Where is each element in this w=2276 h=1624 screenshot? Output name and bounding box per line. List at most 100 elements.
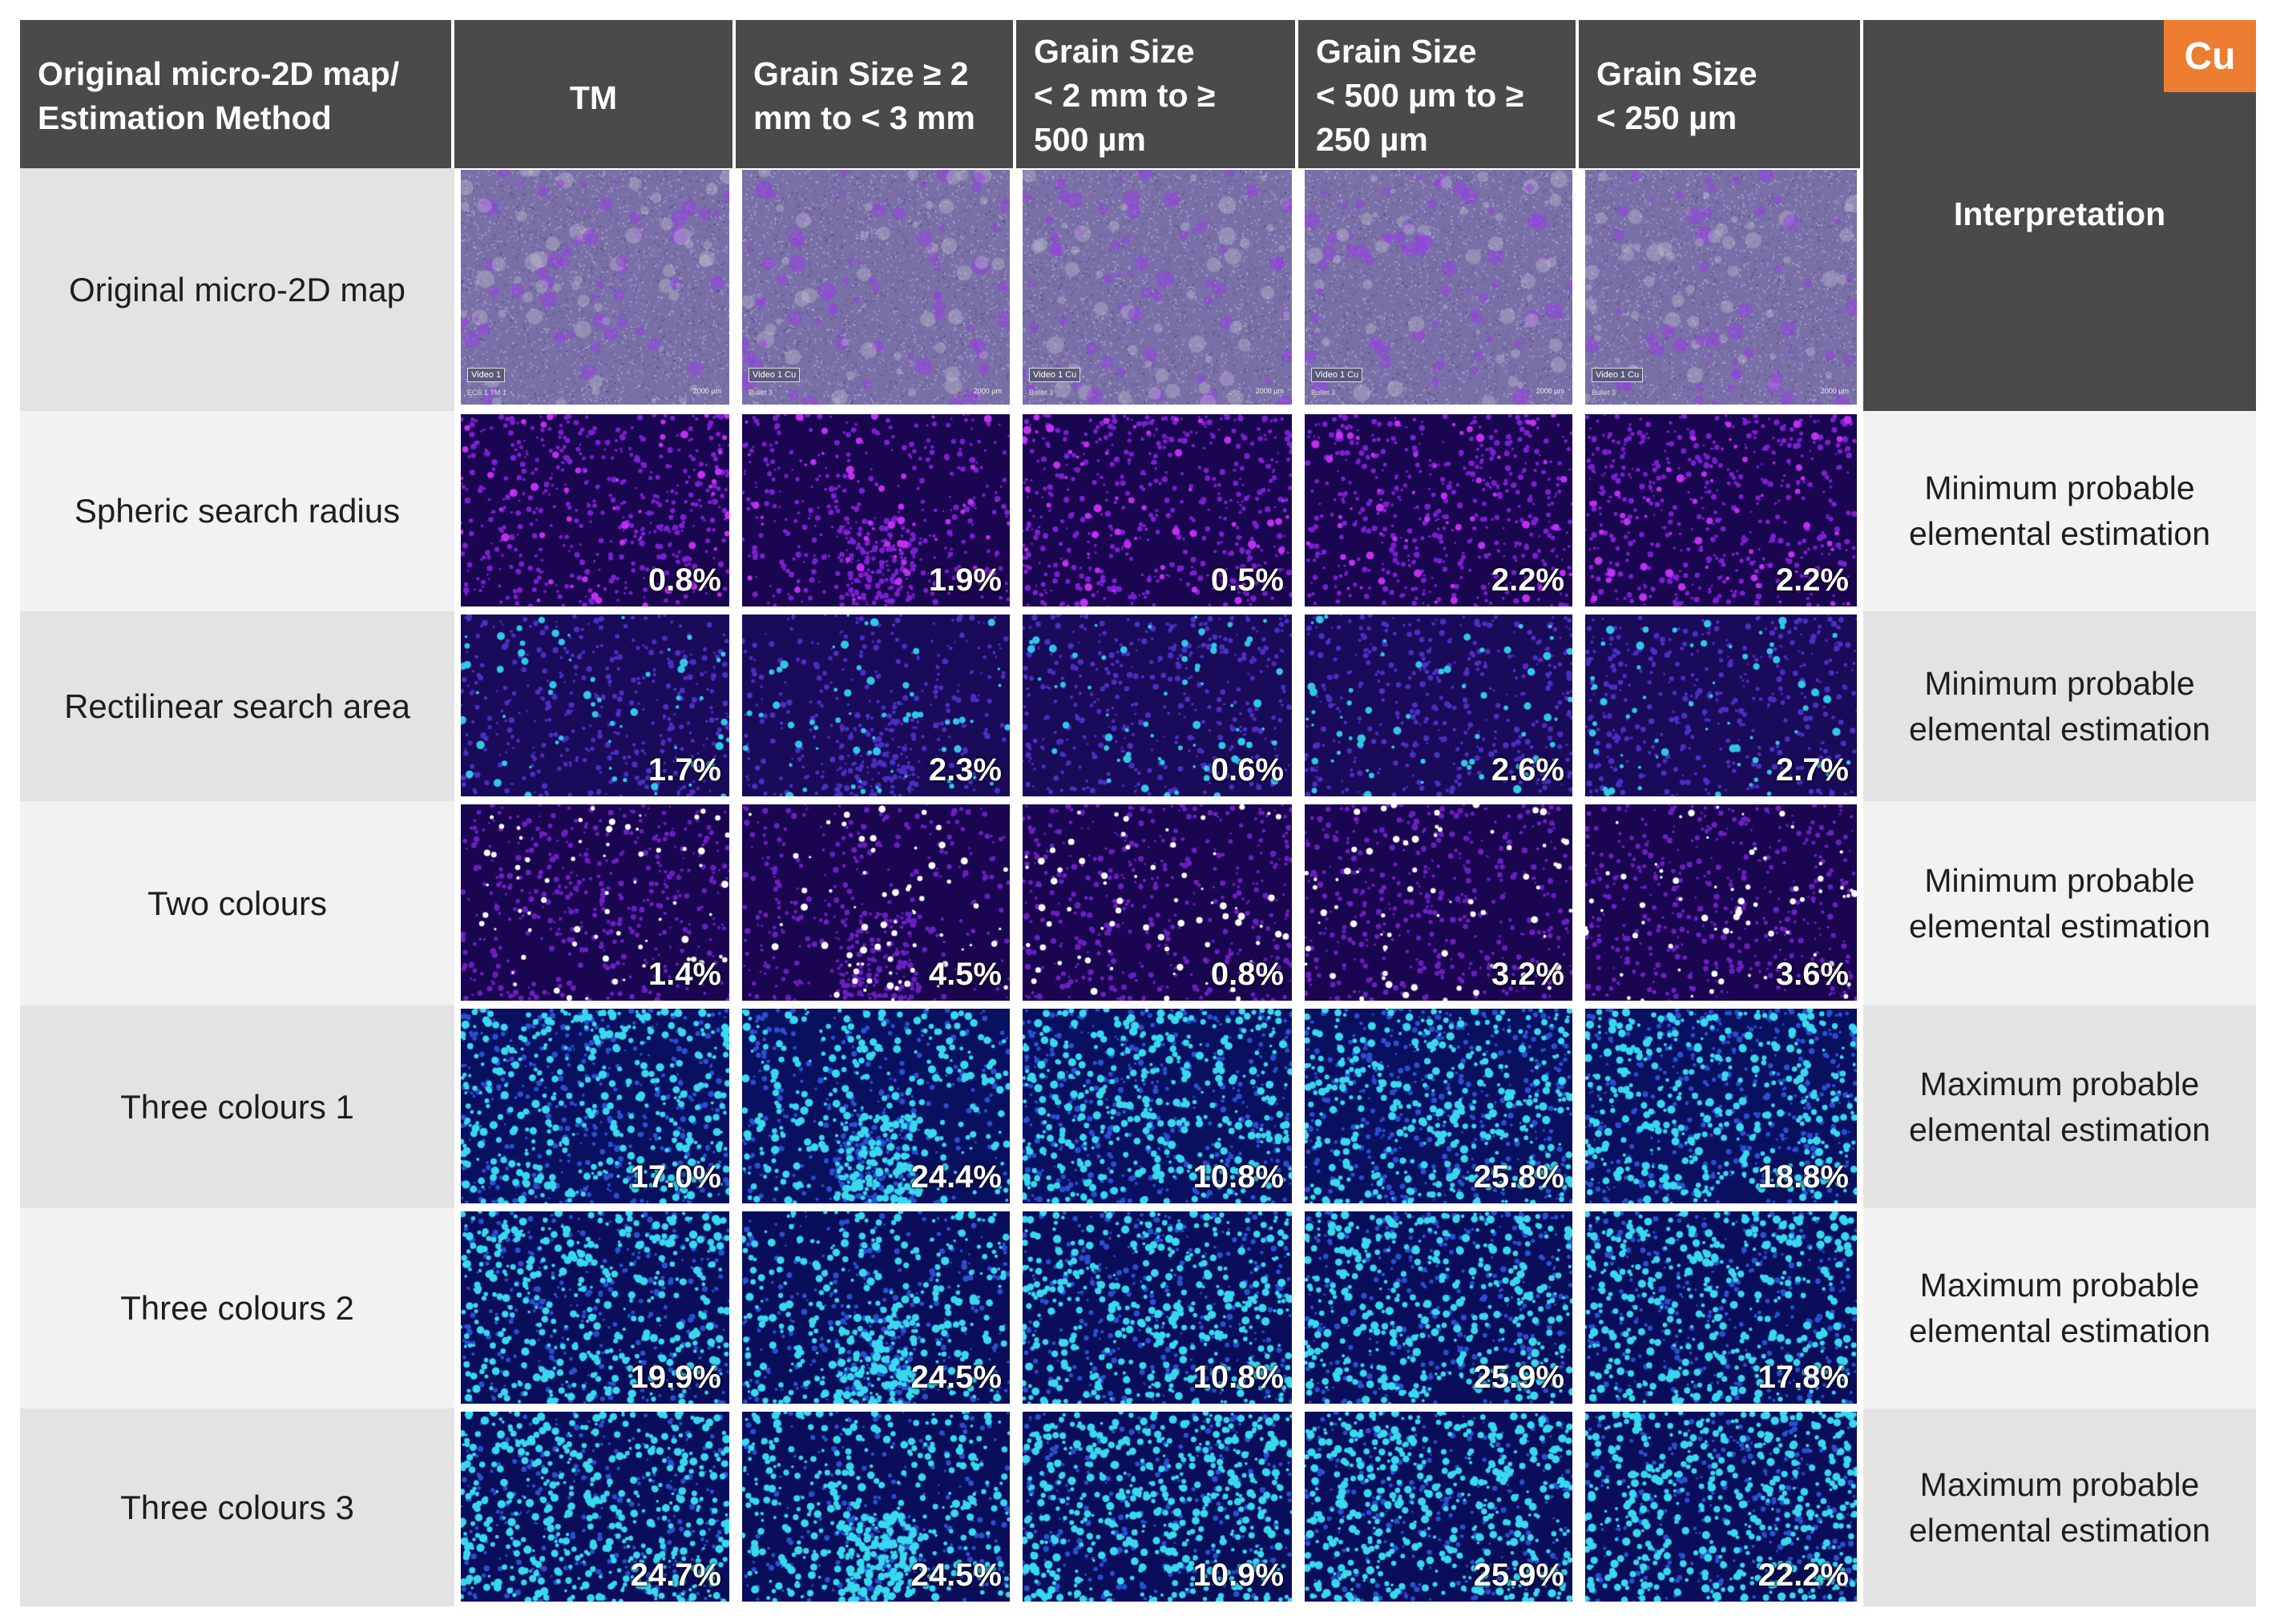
image-subtag: Bullet 3 xyxy=(1311,389,1336,397)
original-map-canvas xyxy=(1585,170,1857,405)
original-map-canvas xyxy=(1305,170,1572,405)
original-map-canvas xyxy=(461,170,729,405)
estimation-map-canvas xyxy=(1023,615,1292,796)
image-subtag: ECS 1 TM 1 xyxy=(467,389,506,397)
estimation-map-canvas xyxy=(1023,804,1292,1001)
percentage-value: 1.7% xyxy=(648,752,721,788)
estimation-map: 22.2% xyxy=(1585,1412,1857,1602)
header-corner: Original micro-2D map/ Estimation Method xyxy=(20,20,451,168)
estimation-map: 2.7% xyxy=(1585,615,1857,796)
estimation-map-canvas xyxy=(742,615,1010,796)
estimation-map: 1.7% xyxy=(461,615,729,796)
percentage-value: 2.2% xyxy=(1775,562,1849,598)
estimation-map-canvas xyxy=(742,414,1010,606)
column-header-label: Grain Size ≥ 2 mm to < 3 mm xyxy=(753,55,975,136)
row-label: Two colours xyxy=(20,801,454,1005)
estimation-map-canvas xyxy=(461,414,729,606)
percentage-value: 2.7% xyxy=(1775,752,1849,788)
estimation-map-canvas xyxy=(742,1009,1010,1203)
estimation-map-canvas xyxy=(1585,804,1857,1001)
column-header-5: Grain Size < 250 µm xyxy=(1579,20,1860,168)
estimation-map-canvas xyxy=(1023,1009,1292,1203)
estimation-map: 19.9% xyxy=(461,1211,729,1404)
estimation-map-canvas xyxy=(742,1412,1010,1602)
estimation-map-canvas xyxy=(1585,615,1857,796)
percentage-value: 3.6% xyxy=(1775,957,1849,992)
estimation-map-canvas xyxy=(1585,1009,1857,1203)
percentage-value: 10.9% xyxy=(1192,1558,1284,1593)
estimation-map: 24.5% xyxy=(742,1412,1010,1602)
percentage-value: 0.5% xyxy=(1210,562,1284,598)
estimation-map-canvas xyxy=(461,1412,729,1602)
interpretation-cell: Minimum probable elemental estimation xyxy=(1863,411,2256,611)
estimation-map-canvas xyxy=(1305,414,1572,606)
column-header-label: Grain Size < 250 µm xyxy=(1596,55,1757,136)
estimation-map: 3.6% xyxy=(1585,804,1857,1001)
estimation-map-canvas xyxy=(1023,1412,1292,1602)
percentage-value: 22.2% xyxy=(1757,1558,1849,1593)
image-subtag: Bullet 3 xyxy=(1029,389,1054,397)
scale-label: 2000 µm xyxy=(1255,387,1284,395)
estimation-map: 0.8% xyxy=(461,414,729,606)
percentage-value: 1.9% xyxy=(928,562,1002,598)
scale-label: 2000 µm xyxy=(973,387,1002,395)
estimation-map-canvas xyxy=(1305,804,1572,1001)
estimation-map: 3.2% xyxy=(1305,804,1572,1001)
percentage-value: 25.9% xyxy=(1473,1360,1564,1395)
scale-label: 2000 µm xyxy=(1820,387,1849,395)
estimation-map: 25.8% xyxy=(1305,1009,1572,1203)
estimation-map: 4.5% xyxy=(742,804,1010,1001)
image-tag: Video 1 xyxy=(467,368,506,382)
estimation-map-canvas xyxy=(1585,1412,1857,1602)
column-header-label: TM xyxy=(569,79,618,116)
percentage-value: 2.3% xyxy=(928,752,1002,788)
image-tag: Video 1 Cu xyxy=(1592,368,1644,382)
element-badge: Cu xyxy=(2164,20,2256,92)
scale-label: 2000 µm xyxy=(692,387,721,395)
interpretation-cell: Maximum probable elemental estimation xyxy=(1863,1208,2256,1408)
estimation-map: 1.4% xyxy=(461,804,729,1001)
percentage-value: 4.5% xyxy=(928,957,1002,992)
percentage-value: 0.8% xyxy=(1210,957,1284,992)
estimation-map-canvas xyxy=(1023,1211,1292,1404)
estimation-map: 10.8% xyxy=(1023,1009,1292,1203)
percentage-value: 24.7% xyxy=(630,1558,721,1593)
estimation-map: 1.9% xyxy=(742,414,1010,606)
image-tag: Video 1 Cu xyxy=(749,368,801,382)
estimation-map-canvas xyxy=(461,615,729,796)
column-header-3: Grain Size < 2 mm to ≥ 500 µm xyxy=(1016,20,1295,168)
row-label: Spheric search radius xyxy=(20,411,454,611)
estimation-map: 2.6% xyxy=(1305,615,1572,796)
percentage-value: 19.9% xyxy=(630,1360,721,1395)
row-label-original: Original micro-2D map xyxy=(20,168,454,411)
estimation-map: 17.0% xyxy=(461,1009,729,1203)
estimation-map: 2.2% xyxy=(1305,414,1572,606)
estimation-map: 10.9% xyxy=(1023,1412,1292,1602)
interpretation-cell: Minimum probable elemental estimation xyxy=(1863,611,2256,801)
original-map-image: Video 1 ECS 1 TM 1 2000 µm xyxy=(461,170,729,405)
row-label: Three colours 3 xyxy=(20,1408,454,1606)
header-corner-label: Original micro-2D map/ Estimation Method xyxy=(38,55,400,136)
image-subtag: Bullet 3 xyxy=(1592,389,1616,397)
column-header-label: Grain Size < 500 µm to ≥ 250 µm xyxy=(1316,33,1524,158)
estimation-map: 2.2% xyxy=(1585,414,1857,606)
estimation-map-canvas xyxy=(742,804,1010,1001)
row-label: Rectilinear search area xyxy=(20,611,454,801)
image-subtag: Bullet 3 xyxy=(749,389,773,397)
original-map-image: Video 1 Cu Bullet 3 2000 µm xyxy=(1585,170,1857,405)
percentage-value: 3.2% xyxy=(1491,957,1564,992)
original-map-canvas xyxy=(742,170,1010,405)
original-map-image: Video 1 Cu Bullet 3 2000 µm xyxy=(1023,170,1292,405)
estimation-map-canvas xyxy=(1023,414,1292,606)
estimation-map-canvas xyxy=(1585,1211,1857,1404)
estimation-map-canvas xyxy=(742,1211,1010,1404)
estimation-map-canvas xyxy=(1305,1211,1572,1404)
percentage-value: 10.8% xyxy=(1192,1360,1284,1395)
estimation-map: 24.4% xyxy=(742,1009,1010,1203)
estimation-map: 25.9% xyxy=(1305,1211,1572,1404)
estimation-map: 0.5% xyxy=(1023,414,1292,606)
estimation-map-canvas xyxy=(461,804,729,1001)
interpretation-header-label: Interpretation xyxy=(1953,195,2166,232)
estimation-map: 0.6% xyxy=(1023,615,1292,796)
